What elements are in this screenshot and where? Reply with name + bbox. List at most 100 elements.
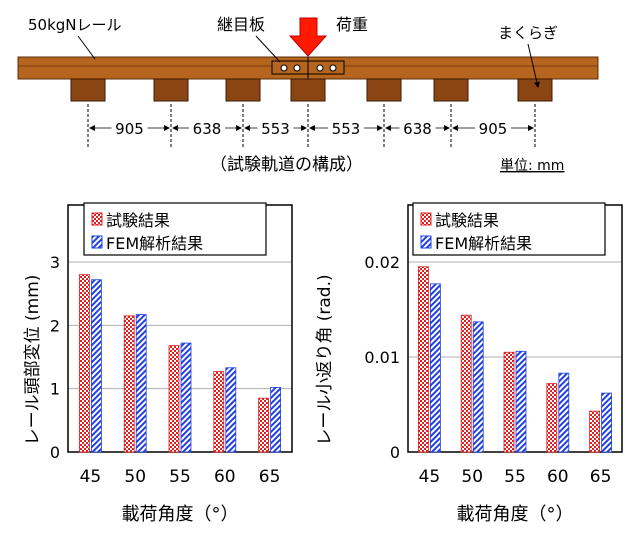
load-label: 荷重 xyxy=(336,15,368,34)
bar xyxy=(546,383,558,453)
x-tick-label: 50 xyxy=(461,467,483,487)
legend-box xyxy=(83,202,267,256)
bar xyxy=(168,345,180,453)
x-tick-label: 45 xyxy=(419,467,441,487)
unit-label: 単位: mm xyxy=(500,158,564,174)
bolt xyxy=(329,64,337,72)
bar xyxy=(180,342,192,453)
sleeper xyxy=(366,78,402,102)
dimension-label: 905 xyxy=(115,120,144,138)
bar xyxy=(515,350,527,453)
legend-box xyxy=(412,202,606,256)
legend-label: FEM解析結果 xyxy=(106,234,203,253)
dimension-arrow-icon xyxy=(309,125,315,131)
sleeper xyxy=(290,78,326,102)
dimension-label-bg xyxy=(475,120,511,136)
bar xyxy=(79,274,90,453)
sleeper xyxy=(70,78,106,102)
dimension-arrow-icon xyxy=(444,125,450,131)
legend: 試験結果 FEM解析結果 xyxy=(83,202,267,256)
bar xyxy=(460,314,472,453)
legend: 試験結果 FEM解析結果 xyxy=(412,202,606,256)
bar xyxy=(258,397,270,453)
bar xyxy=(472,321,484,453)
bar xyxy=(417,266,429,453)
bar xyxy=(225,367,237,453)
y-tick-label: 3 xyxy=(50,253,60,272)
x-tick-label: 50 xyxy=(124,467,146,487)
track-diagram: 50kgNレール 継目板 荷重 まくらぎ 905 638 553 553 638 905 … xyxy=(17,15,599,175)
bar xyxy=(213,371,225,453)
dimension-arrow-icon xyxy=(452,125,458,131)
dimension-arrow-icon xyxy=(236,125,242,131)
legend-swatch xyxy=(420,235,432,249)
dimension-label-bg xyxy=(328,120,364,136)
dimension-label-bg xyxy=(399,120,436,136)
bar xyxy=(589,410,600,453)
dimension-arrow-icon xyxy=(164,125,170,131)
bar xyxy=(91,279,102,453)
x-tick-label: 55 xyxy=(169,467,191,487)
bar xyxy=(135,314,147,453)
y-tick-label: 0.02 xyxy=(364,253,400,272)
load-arrow-icon xyxy=(288,17,328,57)
y-axis-title: レール小返り角 (rad.) xyxy=(315,274,335,445)
x-axis-title: 載荷角度（°） xyxy=(122,504,239,525)
dimension-arrow-icon xyxy=(377,125,383,131)
y-tick-label: 2 xyxy=(50,316,60,335)
x-tick-label: 60 xyxy=(547,467,569,487)
bolt xyxy=(316,64,324,72)
y-tick-label: 0 xyxy=(390,443,400,462)
dimension-arrow-icon xyxy=(301,125,307,131)
dimension-label-bg xyxy=(257,120,294,136)
bolt xyxy=(280,64,288,72)
x-tick-label: 45 xyxy=(80,467,102,487)
rail-label-leader xyxy=(77,35,96,60)
dimension-label: 553 xyxy=(332,120,361,138)
bar xyxy=(601,392,612,453)
dimension-arrow-icon xyxy=(89,125,95,131)
y-tick-label: 0.01 xyxy=(364,348,400,367)
legend-swatch xyxy=(91,212,103,226)
dimension-label-bg xyxy=(111,120,148,136)
x-tick-label: 65 xyxy=(590,467,612,487)
dimension-arrow-icon xyxy=(172,125,178,131)
joint-label-leader xyxy=(255,35,281,63)
rail-label: 50kgNレール xyxy=(28,16,122,34)
y-tick-label: 0 xyxy=(50,443,60,462)
dimension-label: 553 xyxy=(261,120,290,138)
bar xyxy=(429,283,441,453)
bar xyxy=(558,372,570,453)
bar xyxy=(123,315,135,453)
bar xyxy=(503,351,515,453)
dimension-arrow-icon xyxy=(244,125,250,131)
legend-swatch xyxy=(91,235,103,249)
x-axis-title: 載荷角度（°） xyxy=(457,504,574,525)
bolt xyxy=(293,64,301,72)
dimension-label: 905 xyxy=(479,120,508,138)
x-tick-label: 60 xyxy=(214,467,236,487)
sleeper-label: まくらぎ xyxy=(498,24,558,42)
dimension-label: 638 xyxy=(193,120,222,138)
sleeper-label-leader xyxy=(527,43,540,88)
x-tick-label: 55 xyxy=(504,467,526,487)
sleeper xyxy=(517,78,553,102)
y-axis-title: レール頭部変位 (mm) xyxy=(23,275,43,446)
legend-swatch xyxy=(420,212,432,226)
dimension-label-bg xyxy=(189,120,225,136)
x-tick-label: 65 xyxy=(259,467,281,487)
sleeper xyxy=(153,78,189,102)
legend-label: 試験結果 xyxy=(106,211,170,230)
dimension-label: 638 xyxy=(403,120,432,138)
bar xyxy=(270,386,282,453)
sleeper xyxy=(225,78,261,102)
legend-label: 試験結果 xyxy=(435,211,499,230)
legend-label: FEM解析結果 xyxy=(435,234,532,253)
joint-label: 継目板 xyxy=(217,15,265,34)
y-tick-label: 1 xyxy=(50,380,60,399)
dimension-arrow-icon xyxy=(528,125,534,131)
sleeper xyxy=(433,78,469,102)
